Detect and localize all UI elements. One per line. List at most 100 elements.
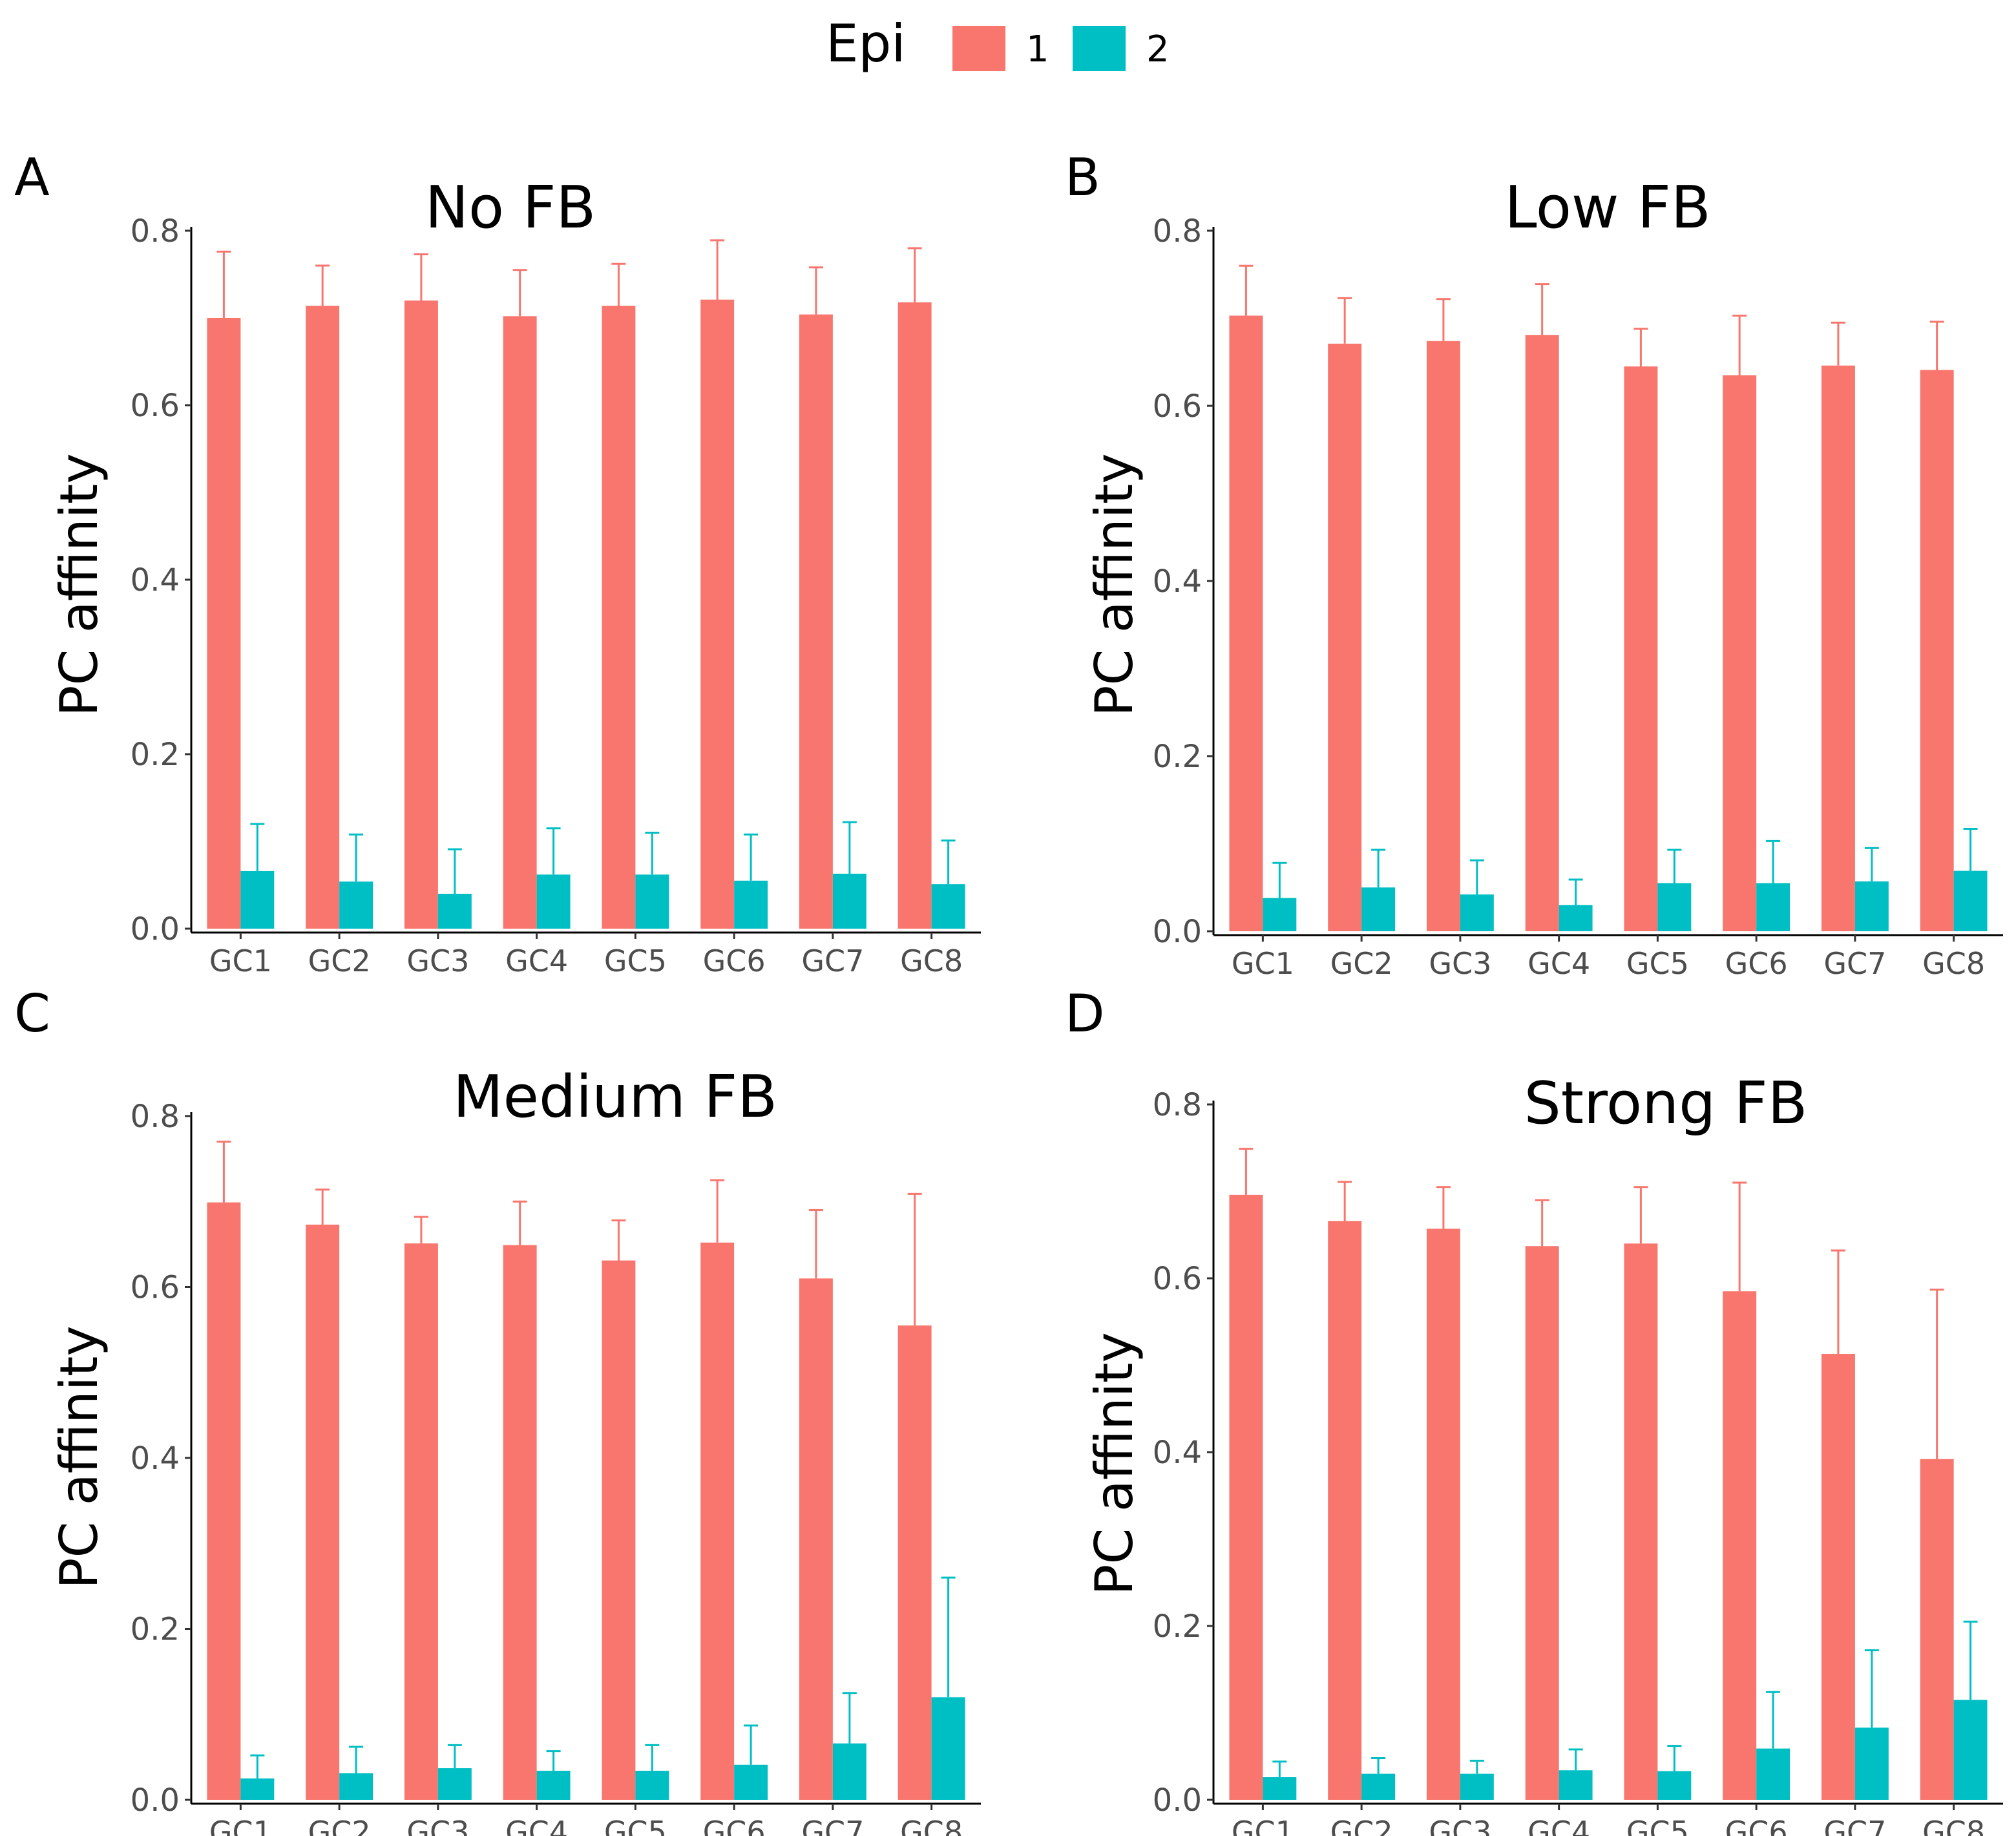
panel-title-a: No FB xyxy=(425,174,596,242)
bar-series-1 xyxy=(207,318,241,929)
legend-title: Epi xyxy=(826,14,906,74)
y-tick-label: 0.0 xyxy=(131,911,180,947)
plot-area-c: 0.0 0.2 0.4 0.6 0.8 GC1 GC2 GC3 GC4 GC5 GC6 GC7 GC8 xyxy=(131,1099,981,1836)
x-tick-label: GC8 xyxy=(900,1815,963,1836)
x-tick-label: GC3 xyxy=(1429,946,1491,981)
y-axis-label-d: PC affinity xyxy=(1084,1332,1144,1596)
bar-series-1 xyxy=(1525,1246,1559,1800)
bar-series-1 xyxy=(503,316,537,929)
x-tick-label: GC6 xyxy=(1725,946,1788,981)
bar-series-2 xyxy=(1854,881,1889,931)
x-tick-label: GC5 xyxy=(604,1815,667,1836)
x-tick-label: GC5 xyxy=(1626,946,1689,981)
y-tick-label: 0.8 xyxy=(1153,1087,1202,1123)
y-tick-label: 0.2 xyxy=(1153,739,1202,775)
bar-series-1 xyxy=(1821,365,1855,931)
x-tick-label: GC1 xyxy=(1232,946,1294,981)
panel-label-d: D xyxy=(1065,984,1105,1044)
y-tick-label: 0.6 xyxy=(131,1270,180,1306)
bar-series-1 xyxy=(404,301,438,929)
y-tick-label: 0.0 xyxy=(1153,1782,1202,1819)
bar-series-1 xyxy=(799,1278,833,1800)
x-tick-label: GC8 xyxy=(900,944,963,978)
x-tick-label: GC6 xyxy=(703,944,766,978)
panel-title-d: Strong FB xyxy=(1524,1070,1808,1137)
plot-area-d: 0.0 0.2 0.4 0.6 0.8 GC1 GC2 GC3 GC4 GC5 GC6 GC7 GC8 xyxy=(1153,1087,2003,1836)
bar-series-1 xyxy=(306,1224,340,1800)
bar-series-2 xyxy=(536,874,571,929)
y-tick-label: 0.4 xyxy=(131,562,180,598)
y-tick-label: 0.2 xyxy=(131,1612,180,1648)
bar-series-2 xyxy=(240,1778,275,1800)
bar-series-1 xyxy=(602,306,636,929)
bar-series-1 xyxy=(1426,341,1460,931)
y-tick-label: 0.0 xyxy=(1153,914,1202,950)
x-tick-label: GC1 xyxy=(1232,1815,1294,1836)
panel-label-b: B xyxy=(1065,147,1100,207)
panel-title-c: Medium FB xyxy=(453,1063,777,1131)
bar-series-1 xyxy=(1624,1243,1658,1800)
y-tick-label: 0.0 xyxy=(131,1782,180,1819)
x-tick-label: GC3 xyxy=(406,944,469,978)
bar-series-2 xyxy=(1361,1773,1396,1800)
bar-series-2 xyxy=(1263,898,1297,931)
y-tick-label: 0.2 xyxy=(131,737,180,773)
panel-c: C Medium FB PC affinity 0.0 0.2 0.4 0.6 0.8 G… xyxy=(14,984,981,1836)
bar-series-1 xyxy=(1229,1194,1263,1800)
bar-series-2 xyxy=(1657,883,1692,931)
bar-series-2 xyxy=(240,871,275,929)
bar-series-2 xyxy=(1559,1770,1593,1800)
x-tick-label: GC6 xyxy=(1725,1815,1788,1836)
bar-series-1 xyxy=(602,1260,636,1800)
legend-swatch-1 xyxy=(952,26,1005,71)
x-tick-label: GC7 xyxy=(801,1815,864,1836)
bar-series-1 xyxy=(1821,1354,1855,1800)
bar-series-1 xyxy=(1723,1291,1757,1800)
x-tick-label: GC2 xyxy=(1330,1815,1393,1836)
x-tick-label: GC8 xyxy=(1922,1815,1985,1836)
y-tick-label: 0.8 xyxy=(1153,213,1202,249)
bar-series-2 xyxy=(931,1697,965,1800)
bar-series-1 xyxy=(898,1325,932,1800)
bar-series-2 xyxy=(1756,1748,1790,1800)
x-tick-label: GC5 xyxy=(604,944,667,978)
bar-series-1 xyxy=(404,1243,438,1800)
bar-series-1 xyxy=(1723,375,1757,931)
x-tick-label: GC3 xyxy=(406,1815,469,1836)
y-tick-label: 0.6 xyxy=(1153,1261,1202,1297)
bar-series-2 xyxy=(1854,1727,1889,1800)
y-axis-label-a: PC affinity xyxy=(49,453,109,717)
x-tick-label: GC1 xyxy=(209,944,272,978)
y-tick-label: 0.8 xyxy=(131,1099,180,1135)
y-tick-label: 0.2 xyxy=(1153,1609,1202,1645)
bar-series-1 xyxy=(1229,315,1263,931)
y-tick-label: 0.4 xyxy=(131,1440,180,1477)
bar-series-1 xyxy=(1328,1221,1362,1800)
y-axis-label-b: PC affinity xyxy=(1084,453,1144,717)
y-tick-label: 0.8 xyxy=(131,213,180,249)
x-tick-label: GC7 xyxy=(1823,946,1886,981)
bar-series-1 xyxy=(1426,1229,1460,1800)
bar-series-2 xyxy=(832,1743,866,1800)
x-tick-label: GC2 xyxy=(308,1815,371,1836)
y-tick-label: 0.6 xyxy=(131,388,180,424)
x-tick-label: GC2 xyxy=(308,944,371,978)
bar-series-1 xyxy=(1525,335,1559,931)
x-tick-label: GC7 xyxy=(1823,1815,1886,1836)
bar-series-2 xyxy=(1263,1777,1297,1800)
bar-series-2 xyxy=(1361,887,1396,931)
bar-series-2 xyxy=(1953,871,1988,931)
x-tick-label: GC4 xyxy=(1528,1815,1590,1836)
bar-series-2 xyxy=(1460,1773,1494,1800)
bar-series-2 xyxy=(437,1768,472,1800)
x-tick-label: GC1 xyxy=(209,1815,272,1836)
plot-area-b: 0.0 0.2 0.4 0.6 0.8 GC1 GC2 GC3 GC4 GC5 GC6 GC7 GC8 xyxy=(1153,213,2003,981)
x-tick-label: GC8 xyxy=(1922,946,1985,981)
y-tick-label: 0.4 xyxy=(1153,564,1202,600)
y-tick-label: 0.4 xyxy=(1153,1435,1202,1471)
bar-series-2 xyxy=(1460,894,1494,931)
bar-series-2 xyxy=(832,873,866,929)
bar-series-2 xyxy=(635,874,669,929)
